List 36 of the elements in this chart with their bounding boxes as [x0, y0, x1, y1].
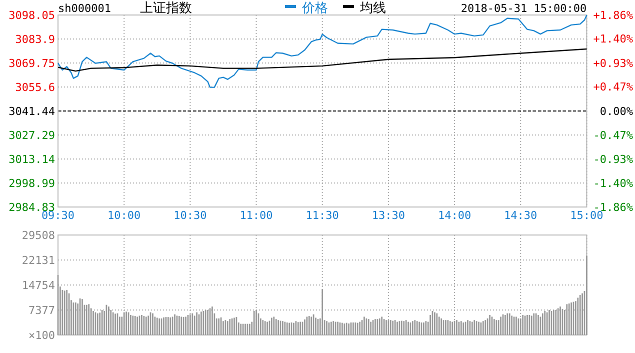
y-tick-label: 3041.44 [8, 104, 56, 118]
y-tick-label: 7377 [28, 304, 55, 317]
y-tick-label: 3069.75 [8, 56, 55, 70]
y2-tick-label: 0.00% [600, 104, 634, 118]
y2-tick-label: -1.40% [593, 177, 634, 190]
x-tick-label: 14:30 [504, 209, 538, 222]
y2-tick-label: +1.40% [593, 32, 634, 46]
annotation: 2018-05-31 15:00:00 [460, 2, 587, 15]
y2-tick-label: -0.93% [593, 152, 634, 166]
chart-title: 上证指数 [140, 1, 192, 16]
x-tick-label: 09:30 [41, 209, 75, 222]
x-tick-label: 11:00 [240, 209, 273, 222]
y-tick-label: 3027.29 [8, 128, 55, 142]
legend-label: 均线 [359, 1, 386, 16]
y-tick-label: 3013.14 [8, 152, 56, 166]
y-tick-label: 22131 [22, 254, 55, 267]
y-tick-label: 3098.05 [8, 8, 55, 22]
y2-tick-label: +1.86% [593, 8, 634, 22]
y-tick-label: 14754 [22, 278, 56, 292]
x-tick-label: 14:00 [438, 209, 472, 222]
y2-tick-label: -0.47% [593, 129, 634, 142]
y-tick-label: 3083.9 [15, 32, 55, 46]
chart-subtitle: sh000001 [58, 2, 111, 15]
x-tick-label: 11:30 [306, 209, 339, 222]
y-tick-label: 3055.6 [15, 80, 55, 94]
y-tick-label: 29508 [22, 228, 55, 242]
y-axis-title: ×100 [28, 328, 55, 342]
y-tick-label: 2998.99 [8, 176, 55, 190]
line-series [57, 14, 588, 88]
x-tick-label: 10:00 [108, 209, 141, 222]
legend-label: 价格 [301, 1, 328, 16]
line-series [57, 48, 588, 72]
y2-tick-label: +0.47% [593, 80, 634, 94]
x-tick-label: 10:30 [174, 209, 207, 222]
y2-tick-label: +0.93% [593, 56, 634, 70]
x-tick-label: 13:30 [372, 209, 405, 222]
